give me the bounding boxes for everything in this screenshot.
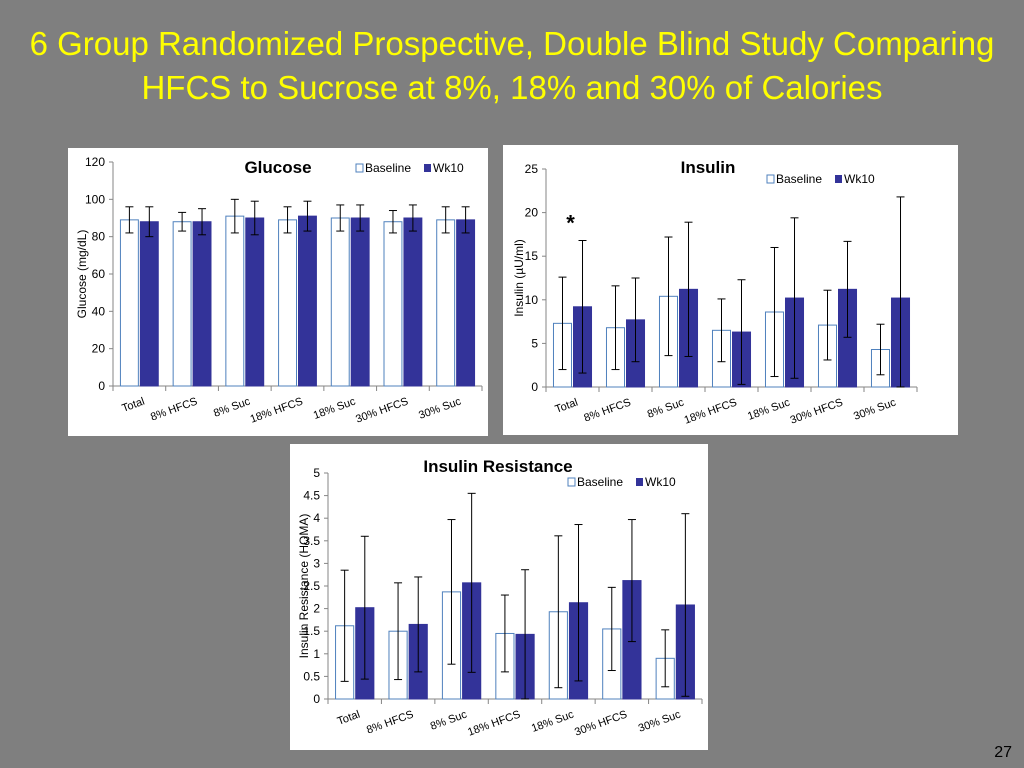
legend-label-wk10: Wk10 bbox=[433, 161, 464, 175]
y-tick-label: 40 bbox=[92, 304, 106, 318]
x-tick-label: 18% HFCS bbox=[249, 396, 305, 426]
baseline-bar bbox=[225, 215, 245, 387]
legend-label-wk10: Wk10 bbox=[645, 475, 676, 489]
legend-swatch-baseline bbox=[567, 477, 576, 487]
x-tick-label: 30% Suc bbox=[417, 395, 463, 422]
significance-marker: * bbox=[566, 211, 575, 236]
y-tick-label: 3.5 bbox=[303, 534, 320, 548]
x-tick-label: 30% HFCS bbox=[573, 709, 629, 739]
slide-title-line-2: HFCS to Sucrose at 8%, 18% and 30% of Ca… bbox=[141, 69, 883, 106]
y-tick-label: 60 bbox=[92, 267, 106, 281]
y-tick-label: 2.5 bbox=[303, 579, 320, 593]
y-tick-label: 80 bbox=[92, 230, 106, 244]
baseline-bar bbox=[119, 219, 139, 387]
wk10-bar bbox=[456, 219, 476, 387]
y-tick-label: 5 bbox=[313, 466, 320, 480]
y-tick-label: 0 bbox=[98, 379, 105, 393]
page-number: 27 bbox=[994, 744, 1012, 761]
baseline-bar bbox=[383, 221, 403, 387]
y-tick-label: 0 bbox=[531, 380, 538, 394]
x-tick-label: 30% HFCS bbox=[354, 396, 410, 426]
x-tick-label: Total bbox=[120, 396, 146, 415]
legend-label-baseline: Baseline bbox=[365, 161, 411, 175]
legend-swatch-baseline bbox=[355, 163, 364, 173]
wk10-bar bbox=[192, 221, 212, 387]
x-tick-label: 30% Suc bbox=[852, 396, 898, 423]
baseline-bar bbox=[172, 221, 192, 387]
y-tick-label: 5 bbox=[531, 336, 538, 350]
y-tick-label: 25 bbox=[525, 162, 539, 176]
y-tick-label: 4.5 bbox=[303, 489, 320, 503]
y-tick-label: 2 bbox=[313, 602, 320, 616]
legend: Baseline Wk10 bbox=[766, 172, 875, 186]
y-tick-label: 15 bbox=[525, 249, 539, 263]
y-tick-label: 20 bbox=[525, 206, 539, 220]
chart-title: Insulin Resistance bbox=[423, 457, 572, 476]
legend-label-wk10: Wk10 bbox=[844, 172, 875, 186]
y-tick-label: 20 bbox=[92, 342, 106, 356]
baseline-bar bbox=[436, 219, 456, 387]
y-tick-label: 0 bbox=[313, 692, 320, 706]
legend-label-baseline: Baseline bbox=[776, 172, 822, 186]
slide-title: 6 Group Randomized Prospective, Double B… bbox=[0, 22, 1024, 110]
wk10-bar bbox=[245, 217, 265, 387]
y-axis-label: Insulin Resistance (HOMA) bbox=[297, 514, 311, 659]
x-tick-label: 8% HFCS bbox=[149, 396, 199, 424]
x-tick-label: 18% Suc bbox=[530, 708, 576, 735]
legend-swatch-baseline bbox=[766, 174, 775, 184]
wk10-bar bbox=[298, 215, 317, 387]
x-tick-label: Total bbox=[554, 397, 580, 416]
x-tick-label: 18% Suc bbox=[312, 395, 358, 422]
x-tick-label: 8% Suc bbox=[646, 396, 686, 420]
wk10-bar bbox=[350, 217, 370, 387]
y-tick-label: 100 bbox=[85, 192, 105, 206]
legend: Baseline Wk10 bbox=[355, 161, 464, 175]
baseline-bar bbox=[330, 217, 350, 387]
y-axis-label: Insulin (µU/ml) bbox=[512, 239, 526, 317]
y-tick-label: 120 bbox=[85, 155, 105, 169]
wk10-bar bbox=[403, 217, 423, 387]
legend-label-baseline: Baseline bbox=[577, 475, 623, 489]
x-tick-label: 30% HFCS bbox=[789, 397, 845, 427]
y-tick-label: 1.5 bbox=[303, 624, 320, 638]
x-tick-label: 8% Suc bbox=[212, 395, 252, 419]
x-tick-label: 18% Suc bbox=[746, 396, 792, 423]
x-tick-label: 18% HFCS bbox=[683, 397, 739, 427]
y-tick-label: 3 bbox=[313, 556, 320, 570]
legend-swatch-wk10 bbox=[835, 175, 842, 183]
legend-swatch-wk10 bbox=[424, 164, 431, 172]
x-tick-label: 30% Suc bbox=[637, 708, 683, 735]
x-tick-label: 18% HFCS bbox=[466, 709, 522, 739]
slide-title-line-1: 6 Group Randomized Prospective, Double B… bbox=[29, 25, 995, 62]
y-tick-label: 10 bbox=[525, 293, 539, 307]
y-tick-label: 4 bbox=[313, 511, 320, 525]
glucose-chart-panel: 0 20 40 60 80 100 120 Total 8% HFCS 8% Suc 18% HFC… bbox=[68, 148, 488, 436]
wk10-bar bbox=[139, 221, 159, 387]
baseline-bar bbox=[278, 219, 298, 387]
legend-swatch-wk10 bbox=[636, 478, 643, 486]
insulin-resistance-chart-panel: 0 0.5 1 1.5 2 2.5 3 3.5 4 4.5 5 Total 8% HFCS 8% Suc 1… bbox=[290, 444, 708, 750]
y-tick-label: 0.5 bbox=[303, 669, 320, 683]
x-tick-label: 8% Suc bbox=[429, 708, 469, 732]
legend: Baseline Wk10 bbox=[567, 475, 676, 489]
y-axis-label: Glucose (mg/dL) bbox=[75, 230, 89, 319]
x-tick-label: 8% HFCS bbox=[365, 709, 415, 737]
x-tick-label: Total bbox=[336, 709, 362, 728]
chart-title: Insulin bbox=[681, 158, 736, 177]
chart-title: Glucose bbox=[244, 158, 311, 177]
x-tick-label: 8% HFCS bbox=[582, 397, 632, 425]
insulin-chart-panel: 0 5 10 15 20 25 Total 8% HFCS 8% Suc 18% HFCS 18% … bbox=[503, 145, 958, 435]
y-tick-label: 1 bbox=[313, 647, 320, 661]
